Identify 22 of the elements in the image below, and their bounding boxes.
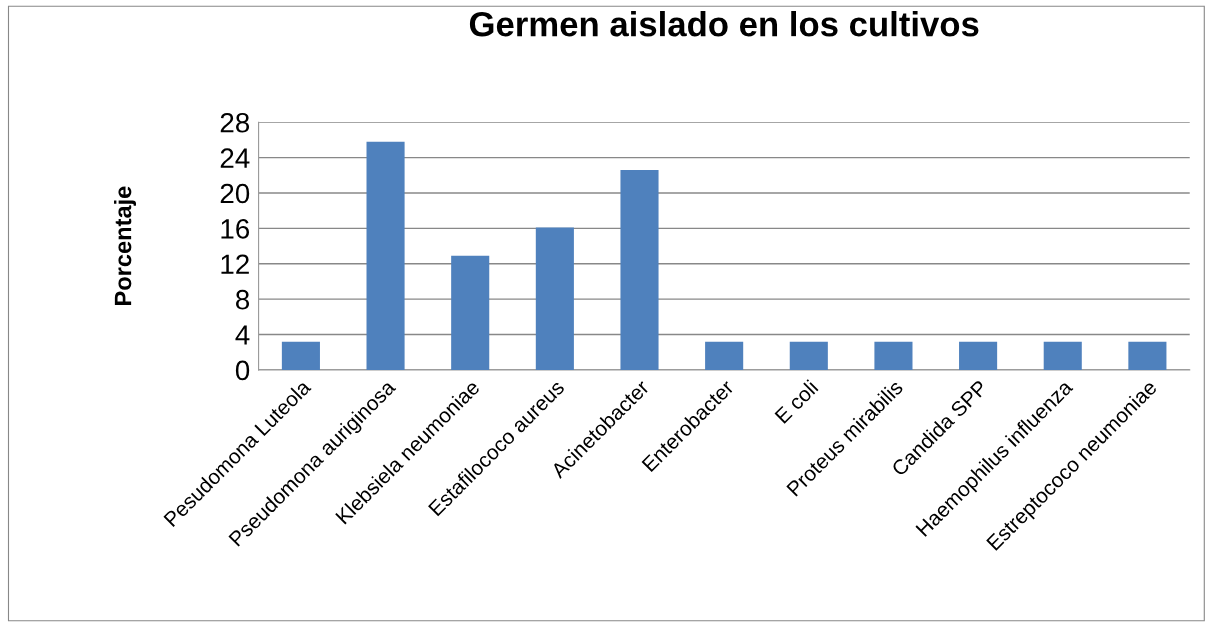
- bar: [535, 227, 574, 370]
- y-tick-label: 0: [235, 360, 250, 381]
- y-axis-title: Porcentaje: [114, 186, 137, 305]
- chart-title: Germen aislado en los cultivos: [469, 10, 979, 37]
- bar: [281, 341, 320, 370]
- y-tick-label: 12: [221, 254, 249, 274]
- bar: [874, 341, 913, 370]
- y-tick-label: 28: [220, 112, 250, 133]
- x-tick-label: E coli: [773, 379, 819, 424]
- bar: [451, 255, 490, 370]
- y-tick-label: 8: [236, 289, 250, 310]
- bar: [366, 141, 405, 370]
- y-tick-label: 16: [221, 219, 250, 239]
- bar: [620, 170, 659, 370]
- bar: [1128, 341, 1167, 370]
- y-tick-label: 4: [235, 325, 250, 345]
- bar: [1043, 341, 1082, 370]
- bar: [789, 341, 828, 370]
- y-tick-label: 20: [220, 183, 250, 204]
- bar: [705, 341, 744, 370]
- bar: [959, 341, 998, 370]
- y-tick-label: 24: [220, 148, 250, 168]
